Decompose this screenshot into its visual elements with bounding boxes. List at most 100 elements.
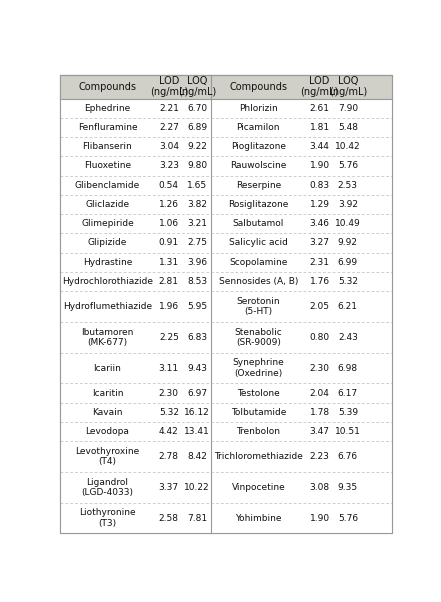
Text: Synephrine
(Oxedrine): Synephrine (Oxedrine)	[232, 358, 284, 377]
Text: Scopolamine: Scopolamine	[229, 258, 288, 267]
Text: Levodopa: Levodopa	[86, 427, 129, 436]
Text: 3.44: 3.44	[310, 142, 329, 151]
Text: 3.37: 3.37	[159, 483, 179, 492]
Text: 6.89: 6.89	[187, 123, 207, 132]
Bar	[60, 75, 392, 99]
Text: 1.81: 1.81	[310, 123, 330, 132]
Text: 1.31: 1.31	[159, 258, 179, 267]
Text: 8.42: 8.42	[187, 452, 207, 461]
Text: 10.49: 10.49	[335, 219, 361, 228]
Text: 16.12: 16.12	[184, 408, 210, 417]
Text: Trichloromethiazide: Trichloromethiazide	[214, 452, 303, 461]
Bar	[60, 195, 392, 214]
Text: 3.23: 3.23	[159, 161, 179, 170]
Text: 1.26: 1.26	[159, 200, 179, 209]
Text: 1.78: 1.78	[310, 408, 330, 417]
Text: 1.90: 1.90	[310, 161, 330, 170]
Bar	[60, 441, 392, 472]
Text: Icaritin: Icaritin	[92, 388, 123, 397]
Text: 1.29: 1.29	[310, 200, 330, 209]
Text: 1.76: 1.76	[310, 277, 330, 286]
Bar	[60, 291, 392, 322]
Text: 3.27: 3.27	[310, 238, 330, 247]
Text: 2.04: 2.04	[310, 388, 329, 397]
Text: LOQ
(ng/mL): LOQ (ng/mL)	[329, 76, 367, 98]
Text: Fenfluramine: Fenfluramine	[78, 123, 137, 132]
Bar	[60, 472, 392, 503]
Text: 7.81: 7.81	[187, 514, 207, 523]
Text: 2.05: 2.05	[310, 302, 330, 311]
Text: 4.42: 4.42	[159, 427, 179, 436]
Text: 9.92: 9.92	[338, 238, 358, 247]
Text: 5.32: 5.32	[159, 408, 179, 417]
Text: 0.91: 0.91	[159, 238, 179, 247]
Bar	[60, 272, 392, 291]
Bar	[60, 253, 392, 272]
Text: 2.58: 2.58	[159, 514, 179, 523]
Text: Icariin: Icariin	[93, 364, 121, 373]
Text: 9.43: 9.43	[187, 364, 207, 373]
Text: Gliclazide: Gliclazide	[86, 200, 130, 209]
Text: 2.30: 2.30	[159, 388, 179, 397]
Text: 2.23: 2.23	[310, 452, 329, 461]
Text: Phlorizin: Phlorizin	[239, 104, 278, 113]
Bar	[60, 99, 392, 118]
Bar	[60, 176, 392, 195]
Text: 1.96: 1.96	[159, 302, 179, 311]
Bar	[60, 322, 392, 353]
Text: 6.76: 6.76	[338, 452, 358, 461]
Text: Pioglitazone: Pioglitazone	[231, 142, 286, 151]
Text: Levothyroxine
(T4): Levothyroxine (T4)	[75, 447, 140, 466]
Text: 1.06: 1.06	[159, 219, 179, 228]
Text: 13.41: 13.41	[184, 427, 210, 436]
Text: 9.22: 9.22	[187, 142, 207, 151]
Text: 3.46: 3.46	[310, 219, 330, 228]
Text: 10.51: 10.51	[335, 427, 361, 436]
Text: 2.30: 2.30	[310, 364, 330, 373]
Text: Trenbolon: Trenbolon	[236, 427, 280, 436]
Text: LOD
(ng/mL): LOD (ng/mL)	[301, 76, 339, 98]
Bar	[60, 383, 392, 403]
Text: 10.42: 10.42	[335, 142, 361, 151]
Text: Ligandrol
(LGD-4033): Ligandrol (LGD-4033)	[82, 477, 134, 497]
Text: Rosiglitazone: Rosiglitazone	[228, 200, 288, 209]
Text: Salicylic acid: Salicylic acid	[229, 238, 288, 247]
Text: 9.80: 9.80	[187, 161, 207, 170]
Text: 3.08: 3.08	[310, 483, 330, 492]
Text: Glipizide: Glipizide	[88, 238, 127, 247]
Text: 1.90: 1.90	[310, 514, 330, 523]
Text: Kavain: Kavain	[92, 408, 123, 417]
Bar	[60, 157, 392, 176]
Text: Tolbutamide: Tolbutamide	[231, 408, 286, 417]
Text: 3.47: 3.47	[310, 427, 330, 436]
Text: Picamilon: Picamilon	[236, 123, 280, 132]
Text: 2.31: 2.31	[310, 258, 330, 267]
Text: 3.92: 3.92	[338, 200, 358, 209]
Text: 6.83: 6.83	[187, 333, 207, 342]
Text: 3.11: 3.11	[159, 364, 179, 373]
Text: 2.25: 2.25	[159, 333, 179, 342]
Text: Glibenclamide: Glibenclamide	[75, 181, 140, 190]
Text: 2.78: 2.78	[159, 452, 179, 461]
Text: 6.99: 6.99	[338, 258, 358, 267]
Text: Compounds: Compounds	[229, 82, 288, 92]
Text: Fluoxetine: Fluoxetine	[84, 161, 131, 170]
Text: 6.17: 6.17	[338, 388, 358, 397]
Bar	[60, 234, 392, 253]
Bar	[60, 403, 392, 422]
Text: Rauwolscine: Rauwolscine	[230, 161, 287, 170]
Text: Reserpine: Reserpine	[235, 181, 281, 190]
Text: 0.80: 0.80	[310, 333, 330, 342]
Bar	[60, 118, 392, 137]
Text: 3.82: 3.82	[187, 200, 207, 209]
Text: 5.48: 5.48	[338, 123, 358, 132]
Bar	[60, 503, 392, 533]
Text: Vinpocetine: Vinpocetine	[232, 483, 285, 492]
Text: 0.83: 0.83	[310, 181, 330, 190]
Text: 3.04: 3.04	[159, 142, 179, 151]
Text: Serotonin
(5-HT): Serotonin (5-HT)	[236, 297, 280, 316]
Text: Liothyronine
(T3): Liothyronine (T3)	[79, 508, 136, 528]
Text: Flibanserin: Flibanserin	[82, 142, 132, 151]
Text: Hydrochlorothiazide: Hydrochlorothiazide	[62, 277, 153, 286]
Text: 5.39: 5.39	[338, 408, 358, 417]
